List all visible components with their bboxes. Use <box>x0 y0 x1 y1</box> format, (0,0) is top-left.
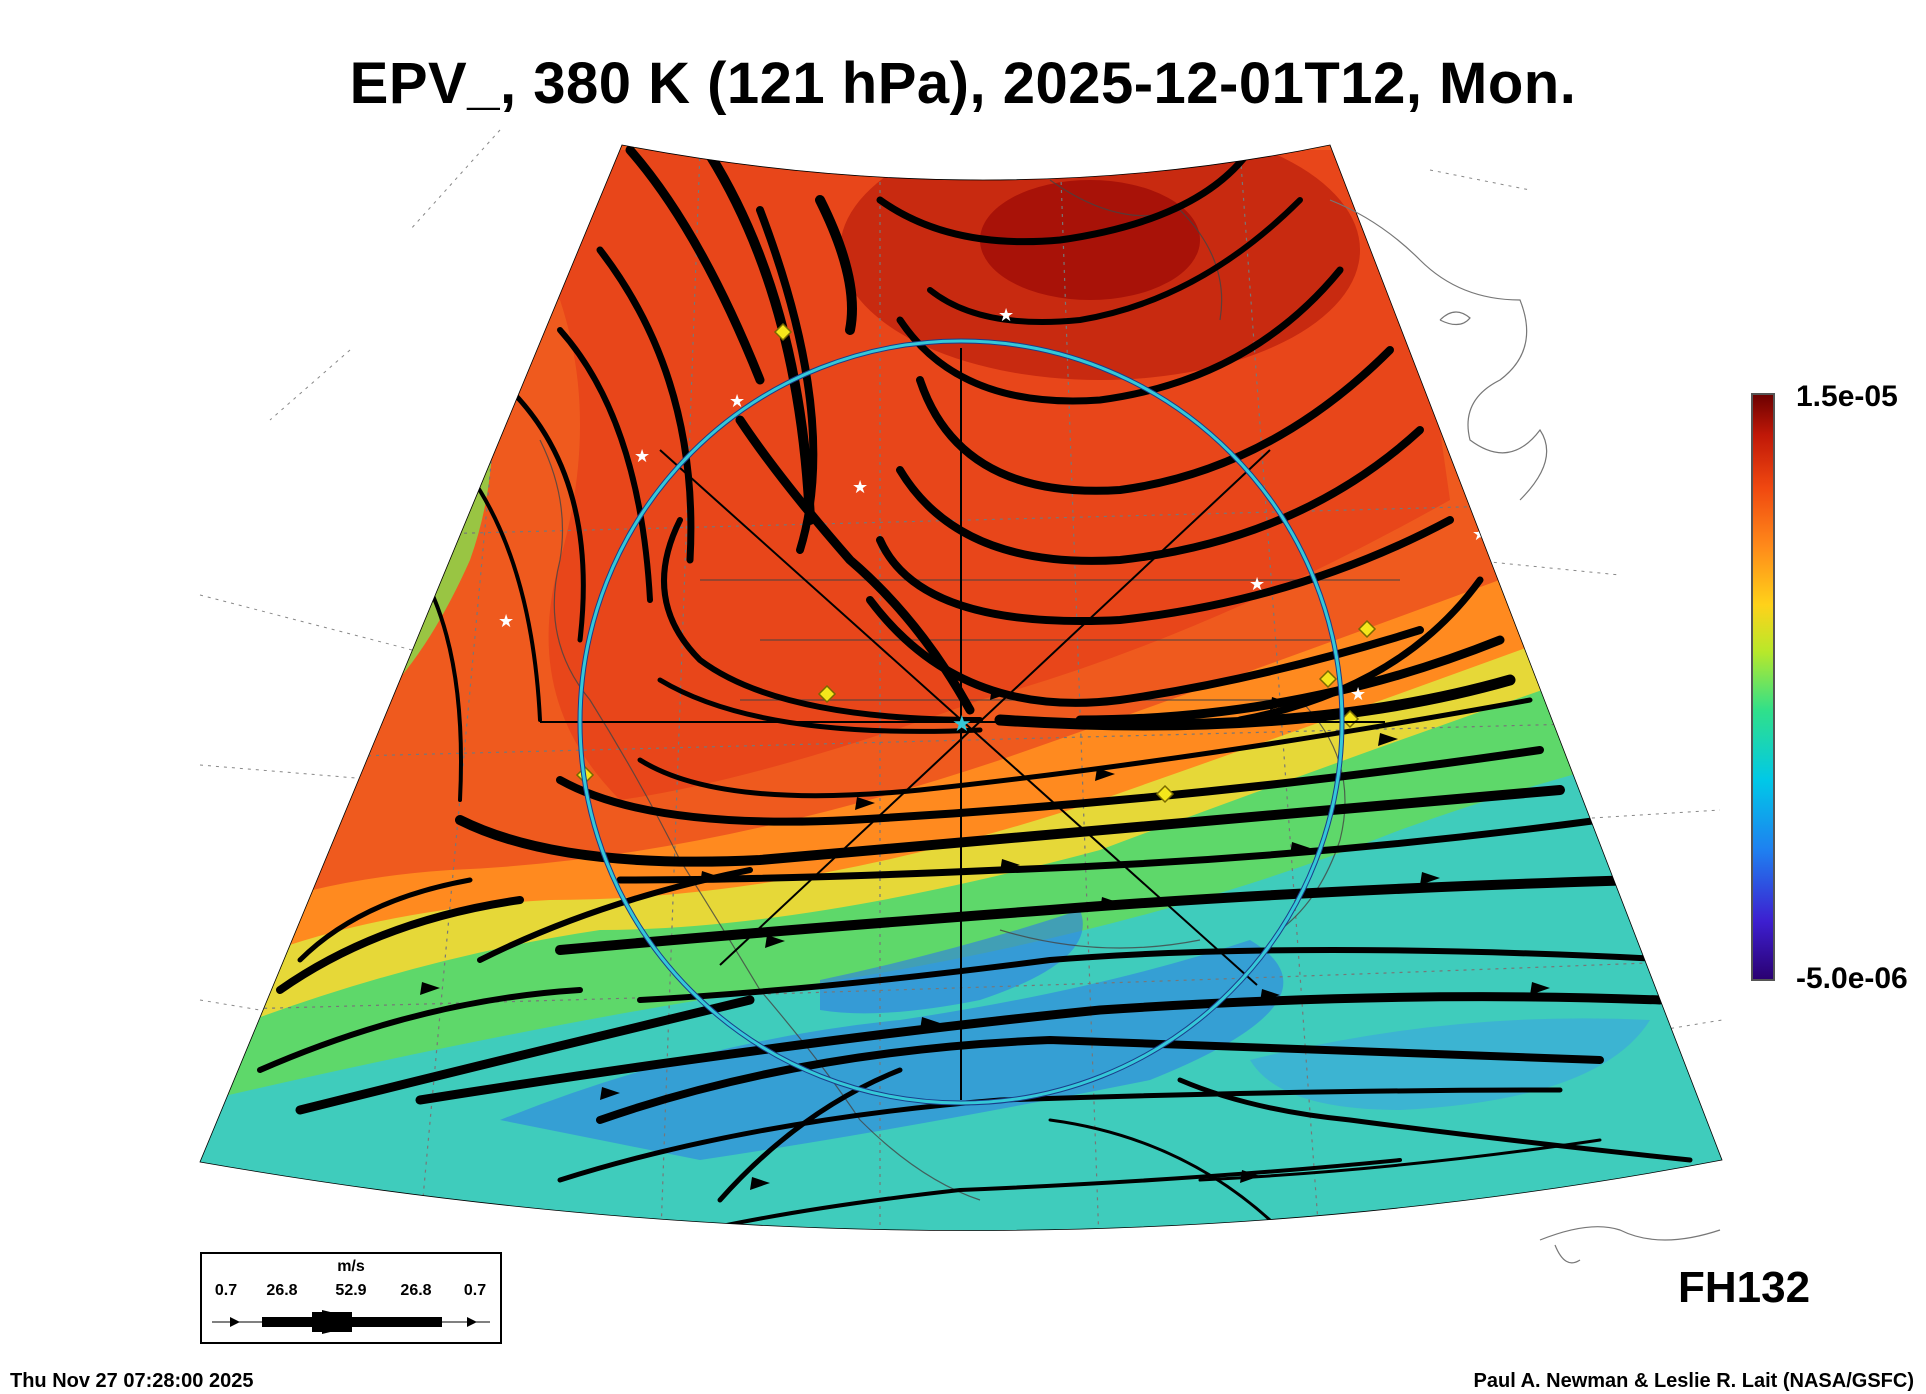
colorbar-max-label: 1.5e-05 <box>1796 380 1898 413</box>
legend-value: 0.7 <box>214 1282 238 1299</box>
reference-crosshair <box>540 348 1385 1100</box>
star-icon: ★ <box>498 611 514 632</box>
center-star-icon: ★ <box>952 712 972 737</box>
legend-value: 26.8 <box>400 1282 432 1299</box>
wind-streamlines <box>257 145 1693 1231</box>
star-icon: ★ <box>1350 684 1366 705</box>
legend-unit: m/s <box>337 1258 365 1275</box>
star-icon: ★ <box>998 305 1014 326</box>
star-icon: ★ <box>852 477 868 498</box>
page-title: EPV_, 380 K (121 hPa), 2025-12-01T12, Mo… <box>349 51 1577 116</box>
map-sector-outline <box>199 144 1723 1231</box>
forecast-hour-label: FH132 <box>1678 1263 1811 1312</box>
legend-arrow-sample <box>212 1310 490 1334</box>
star-icon: ★ <box>1249 574 1265 595</box>
timestamp: Thu Nov 27 07:28:00 2025 <box>10 1370 254 1392</box>
diamond-icon <box>1155 784 1175 804</box>
outer-coastlines <box>1329 199 1721 1264</box>
reference-circle <box>578 339 1344 1105</box>
wind-speed-legend: m/s 0.7 26.8 52.9 26.8 0.7 <box>200 1252 502 1344</box>
credit: Paul A. Newman & Leslie R. Lait (NASA/GS… <box>1473 1370 1914 1392</box>
legend-value: 52.9 <box>335 1282 367 1299</box>
diamond-icon <box>817 684 837 704</box>
diamond-icon <box>1318 669 1338 689</box>
diamond-icon <box>773 322 793 342</box>
diamond-icon <box>1357 619 1377 639</box>
star-icon: ★ <box>634 446 650 467</box>
legend-value: 0.7 <box>463 1282 487 1299</box>
streamline-arrowheads <box>420 687 1550 1190</box>
colorbar-min-label: -5.0e-06 <box>1796 962 1908 995</box>
legend-value: 26.8 <box>266 1282 298 1299</box>
colorbar <box>1751 393 1775 981</box>
star-icon: ★ <box>729 391 745 412</box>
